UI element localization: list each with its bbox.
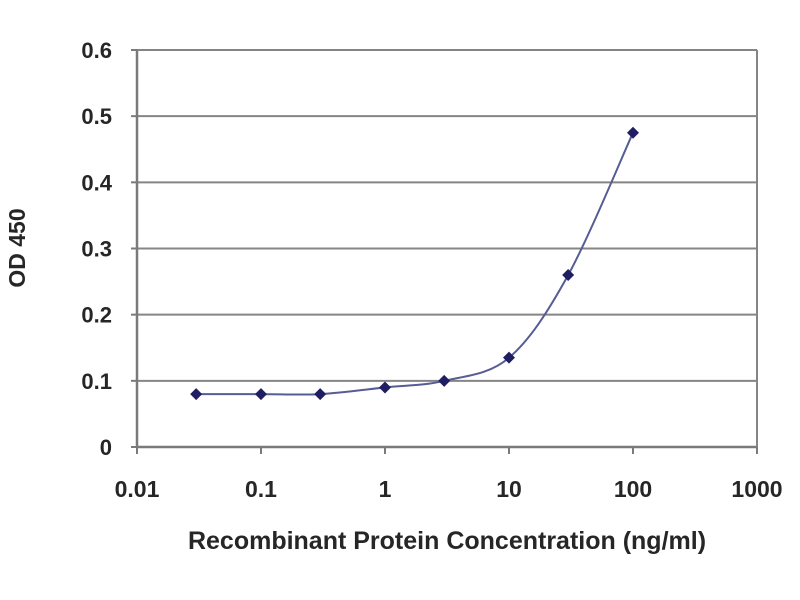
data-point-marker: [314, 388, 327, 401]
data-series: [190, 126, 639, 401]
y-tick-label: 0.2: [81, 303, 112, 328]
x-axis-title: Recombinant Protein Concentration (ng/ml…: [188, 527, 706, 555]
data-point-marker: [503, 351, 515, 364]
y-tick-label: 0.1: [81, 369, 112, 394]
y-tick-label: 0.6: [81, 38, 112, 63]
x-tick-label: 1: [379, 476, 392, 502]
y-axis-title: OD 450: [4, 208, 30, 287]
y-tick-label: 0: [100, 435, 112, 460]
data-point-marker: [627, 126, 639, 139]
series-line: [196, 132, 634, 396]
x-tick-label: 0.1: [245, 476, 277, 502]
axis-tick-marks: [131, 49, 758, 454]
x-tick-label: 0.01: [115, 476, 160, 502]
x-tick-label: 1000: [731, 476, 782, 502]
gridlines: [137, 49, 757, 448]
axis-tick-labels: 0 0.1 0.2 0.3 0.4 0.5 0.6 0.01 0.1 1 10 100 1000: [81, 38, 782, 502]
data-point-marker: [190, 388, 203, 401]
data-point-marker: [379, 381, 391, 394]
y-tick-label: 0.4: [81, 170, 112, 195]
data-point-marker: [438, 374, 451, 387]
y-tick-label: 0.3: [81, 237, 112, 262]
data-point-marker: [255, 388, 267, 401]
x-tick-label: 100: [614, 476, 652, 502]
data-point-marker: [562, 268, 575, 281]
x-tick-label: 10: [496, 476, 522, 502]
y-tick-label: 0.5: [81, 104, 112, 129]
